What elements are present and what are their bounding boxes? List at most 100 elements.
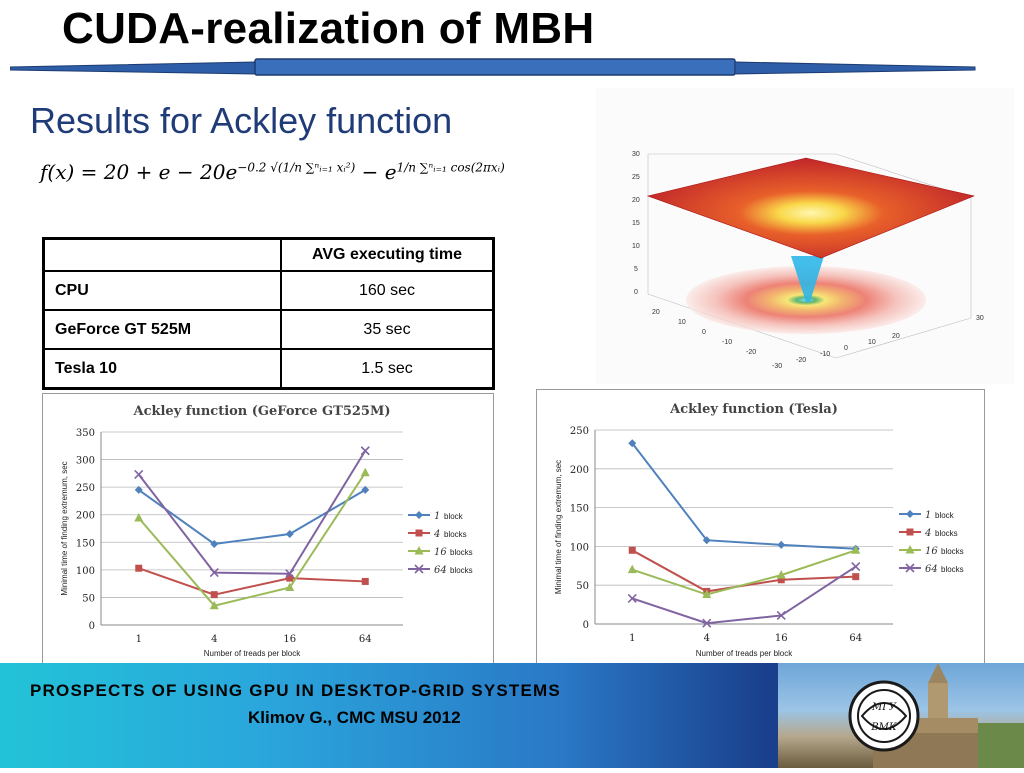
- footer-line-1: PROSPECTS OF USING GPU IN DESKTOP-GRID S…: [30, 681, 561, 700]
- data-point: [628, 546, 636, 554]
- legend-series-name: 4: [433, 529, 440, 540]
- logo-text-top: МГУ: [871, 702, 897, 713]
- ackley-formula: f(x) = 20 + e − 20e−0.2 √(1/n ∑ⁿᵢ₌₁ xᵢ²)…: [40, 160, 505, 184]
- z-tick: 25: [632, 174, 640, 181]
- data-point: [134, 513, 144, 522]
- y-tick-label: 200: [76, 511, 95, 522]
- x-tick-label: 1: [136, 634, 142, 645]
- y-tick-label: 300: [76, 456, 95, 467]
- y-tick-label: 200: [570, 465, 589, 476]
- data-point: [286, 574, 294, 582]
- legend-item: 1 block: [408, 511, 464, 522]
- data-point: [361, 577, 369, 585]
- slide-subtitle: Results for Ackley function: [30, 100, 453, 141]
- legend-suffix: blocks: [941, 565, 964, 574]
- series-4: [135, 564, 369, 599]
- legend-item: 1 block: [899, 510, 955, 521]
- series-1: [134, 485, 370, 548]
- legend-item: 16 blocks: [408, 546, 473, 558]
- x-tick-label: 16: [775, 633, 788, 644]
- title-divider: [10, 58, 976, 76]
- legend-series-name: 4: [924, 528, 931, 539]
- table-row-name: GeForce GT 525M: [42, 309, 282, 350]
- surface-svg: 30 25 20 15 10 5 0 -30 -20 -10 0 10 20 3…: [632, 151, 984, 370]
- x-tick: 30: [976, 315, 984, 322]
- y-tick-label: 250: [570, 426, 589, 437]
- data-point: [415, 511, 423, 519]
- chart-title: Ackley function (GeForce GT525M): [132, 404, 390, 419]
- y-tick-label: 50: [82, 593, 95, 604]
- data-point: [851, 545, 861, 554]
- x-axis-label: Number of treads per block: [204, 649, 301, 658]
- data-point: [414, 546, 424, 555]
- table-header-row: AVG executing time: [42, 237, 495, 272]
- table-row: GeForce GT 525M 35 sec: [42, 309, 495, 350]
- legend-item: 64 blocks: [899, 563, 964, 575]
- data-point: [777, 576, 785, 584]
- formula-exponent-1: −0.2 √(1/n ∑ⁿᵢ₌₁ xᵢ²): [237, 160, 356, 175]
- series-16: [627, 545, 861, 599]
- z-tick: 10: [632, 243, 640, 250]
- x-tick: 20: [892, 333, 900, 340]
- series-line: [138, 489, 366, 545]
- surface-top: [646, 157, 975, 259]
- data-point: [852, 573, 860, 581]
- data-point: [627, 564, 637, 574]
- table-row-value: 35 sec: [280, 309, 495, 350]
- z-tick: 20: [632, 197, 640, 204]
- data-point: [360, 467, 370, 477]
- series-line: [137, 472, 367, 607]
- y-tick-label: 150: [570, 504, 589, 515]
- y-axis-label: Minimal time of finding extremum, sec: [60, 461, 69, 595]
- surface-z-ticks: 30 25 20 15 10 5 0: [632, 151, 640, 296]
- y-tick-label: 100: [76, 566, 95, 577]
- y-tick: 0: [702, 329, 706, 336]
- x-tick-label: 1: [629, 633, 635, 644]
- slide-title: CUDA-realization of MBH: [62, 4, 595, 53]
- y-tick: -10: [722, 339, 732, 346]
- y-tick-label: 50: [576, 581, 589, 592]
- data-point: [134, 485, 143, 494]
- table-header-avg: AVG executing time: [280, 237, 495, 272]
- z-tick: 15: [632, 220, 640, 227]
- table-row-value: 1.5 sec: [280, 348, 495, 390]
- data-point: [702, 589, 712, 599]
- y-tick-label: 250: [76, 483, 95, 494]
- data-point: [628, 439, 637, 448]
- data-point: [851, 562, 861, 572]
- data-point: [906, 528, 914, 536]
- series-line: [138, 567, 366, 596]
- y-tick-label: 0: [89, 621, 95, 632]
- formula-lhs: f(x) = 20 + e − 20e: [40, 160, 238, 184]
- y-tick-label: 0: [583, 620, 589, 631]
- data-point: [360, 446, 370, 456]
- chart-geforce-svg: Ackley function (GeForce GT525M) 0 50 100 15…: [60, 404, 473, 658]
- legend-series-name: 16: [434, 547, 447, 558]
- x-tick-label: 16: [283, 634, 296, 645]
- surface-funnel: [791, 256, 824, 302]
- data-point: [209, 600, 219, 610]
- table-row-value: 160 sec: [280, 270, 495, 311]
- legend-series-name: 64: [925, 564, 938, 575]
- table-row: CPU 160 sec: [42, 270, 495, 311]
- data-point: [210, 539, 219, 548]
- data-point: [906, 510, 914, 518]
- data-point: [415, 529, 423, 537]
- data-point: [776, 610, 786, 621]
- table-row-name: CPU: [42, 270, 282, 311]
- series-line: [631, 549, 857, 596]
- data-point: [285, 530, 294, 539]
- msu-building-icon: [873, 663, 1024, 768]
- series-64: [627, 562, 861, 628]
- y-tick-label: 350: [76, 428, 95, 439]
- data-point: [777, 540, 786, 549]
- legend-series-name: 64: [434, 565, 447, 576]
- chart-tesla: Ackley function (Tesla) 0 50 100 150 200 250 1 4…: [536, 389, 985, 664]
- table-row-name: Tesla 10: [42, 348, 282, 390]
- data-point: [776, 570, 786, 579]
- legend-series-name: 16: [925, 546, 938, 557]
- y-tick-label: 100: [570, 542, 589, 553]
- x-tick: -10: [820, 351, 830, 358]
- legend-suffix: blocks: [444, 530, 467, 539]
- legend-suffix: blocks: [450, 566, 473, 575]
